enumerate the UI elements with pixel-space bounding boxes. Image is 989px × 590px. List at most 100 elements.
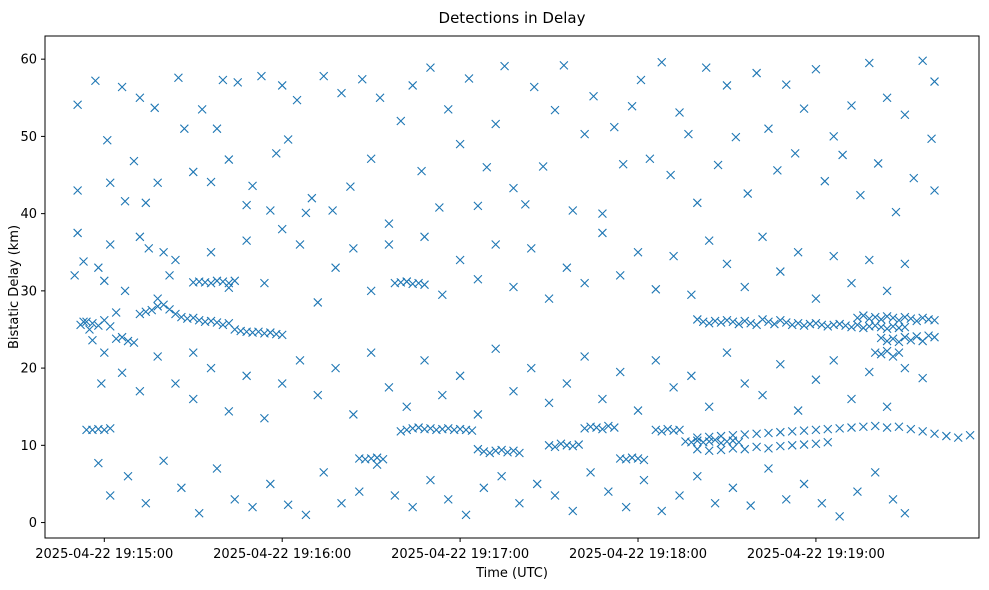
data-point-marker — [509, 183, 518, 193]
data-point-marker — [838, 150, 847, 160]
data-point-marker — [254, 327, 263, 337]
data-point-marker — [609, 423, 619, 432]
data-point-marker — [823, 437, 833, 447]
data-point-marker — [817, 498, 827, 508]
data-point-marker — [500, 61, 509, 71]
data-point-marker — [93, 263, 103, 273]
data-point-marker — [864, 314, 874, 324]
data-point-marker — [434, 203, 444, 212]
data-point-marker — [197, 104, 207, 114]
data-point-marker — [580, 278, 590, 288]
data-point-marker — [105, 321, 115, 331]
data-point-marker — [242, 371, 252, 381]
data-point-marker — [764, 444, 773, 453]
data-point-marker — [491, 240, 501, 249]
data-point-marker — [799, 440, 809, 449]
y-tick-label: 50 — [20, 130, 37, 145]
data-point-marker — [811, 318, 821, 328]
data-point-marker — [811, 294, 821, 303]
data-point-marker — [740, 430, 750, 439]
data-point-marker — [876, 333, 886, 343]
data-point-marker — [609, 122, 619, 132]
data-point-marker — [811, 439, 821, 449]
data-point-marker — [787, 440, 797, 450]
data-point-marker — [105, 240, 115, 249]
data-point-marker — [657, 57, 667, 67]
data-point-marker — [188, 167, 198, 177]
data-point-marker — [651, 425, 661, 435]
data-point-marker — [473, 201, 483, 211]
data-point-marker — [455, 371, 465, 381]
data-point-marker — [900, 312, 910, 322]
data-point-marker — [497, 445, 507, 455]
data-point-marker — [135, 309, 145, 319]
data-point-marker — [366, 154, 376, 164]
data-point-marker — [598, 394, 607, 404]
data-point-marker — [651, 355, 661, 365]
data-point-marker — [858, 323, 868, 333]
data-point-marker — [740, 379, 750, 388]
data-point-marker — [829, 251, 839, 261]
data-point-marker — [331, 263, 340, 273]
data-point-marker — [559, 60, 569, 70]
data-point-marker — [811, 375, 821, 385]
data-point-marker — [105, 491, 115, 500]
data-point-marker — [758, 390, 767, 400]
data-point-marker — [396, 116, 406, 126]
data-point-marker — [206, 247, 216, 257]
data-point-marker — [396, 427, 406, 436]
data-point-marker — [775, 315, 785, 325]
data-point-marker — [473, 410, 483, 419]
data-point-marker — [384, 240, 394, 249]
data-point-marker — [858, 422, 868, 432]
data-point-marker — [882, 423, 892, 432]
data-point-marker — [390, 491, 400, 500]
data-point-marker — [224, 278, 234, 288]
data-point-marker — [639, 475, 649, 485]
data-point-marker — [799, 426, 809, 436]
data-point-marker — [787, 320, 797, 330]
data-point-marker — [224, 406, 234, 416]
data-point-marker — [188, 348, 198, 358]
x-tick-label: 2025-04-22 19:18:00 — [569, 547, 707, 562]
data-point-marker — [111, 308, 121, 317]
data-point-marker — [129, 156, 139, 166]
data-point-marker — [615, 367, 625, 377]
data-point-marker — [882, 286, 892, 296]
data-point-marker — [159, 300, 168, 310]
data-point-marker — [618, 159, 628, 169]
data-point-marker — [188, 394, 198, 404]
data-point-marker — [847, 394, 856, 404]
data-point-marker — [461, 510, 471, 520]
data-point-marker — [799, 104, 809, 113]
data-point-marker — [740, 316, 750, 326]
data-point-marker — [930, 332, 939, 342]
data-point-marker — [752, 429, 762, 439]
data-point-marker — [277, 330, 287, 340]
data-point-marker — [633, 454, 643, 463]
data-point-marker — [283, 135, 293, 144]
data-point-marker — [260, 413, 269, 423]
data-point-marker — [639, 455, 649, 465]
data-point-marker — [787, 427, 797, 436]
data-point-marker — [529, 82, 539, 92]
data-point-marker — [592, 423, 601, 432]
data-point-marker — [150, 103, 160, 113]
data-point-marker — [918, 336, 928, 346]
data-point-marker — [260, 278, 269, 288]
data-point-marker — [781, 318, 791, 327]
data-point-marker — [455, 255, 465, 265]
data-point-marker — [277, 224, 287, 234]
data-point-marker — [716, 445, 726, 455]
data-point-marker — [212, 124, 222, 134]
data-point-marker — [179, 124, 189, 134]
data-point-marker — [580, 423, 590, 433]
data-point-marker — [580, 129, 590, 139]
data-point-marker — [870, 467, 880, 477]
data-point-marker — [443, 494, 453, 504]
data-point-marker — [301, 208, 311, 218]
data-point-marker — [876, 322, 886, 332]
data-point-marker — [120, 196, 130, 206]
data-point-marker — [165, 271, 174, 280]
data-point-marker — [544, 294, 554, 303]
